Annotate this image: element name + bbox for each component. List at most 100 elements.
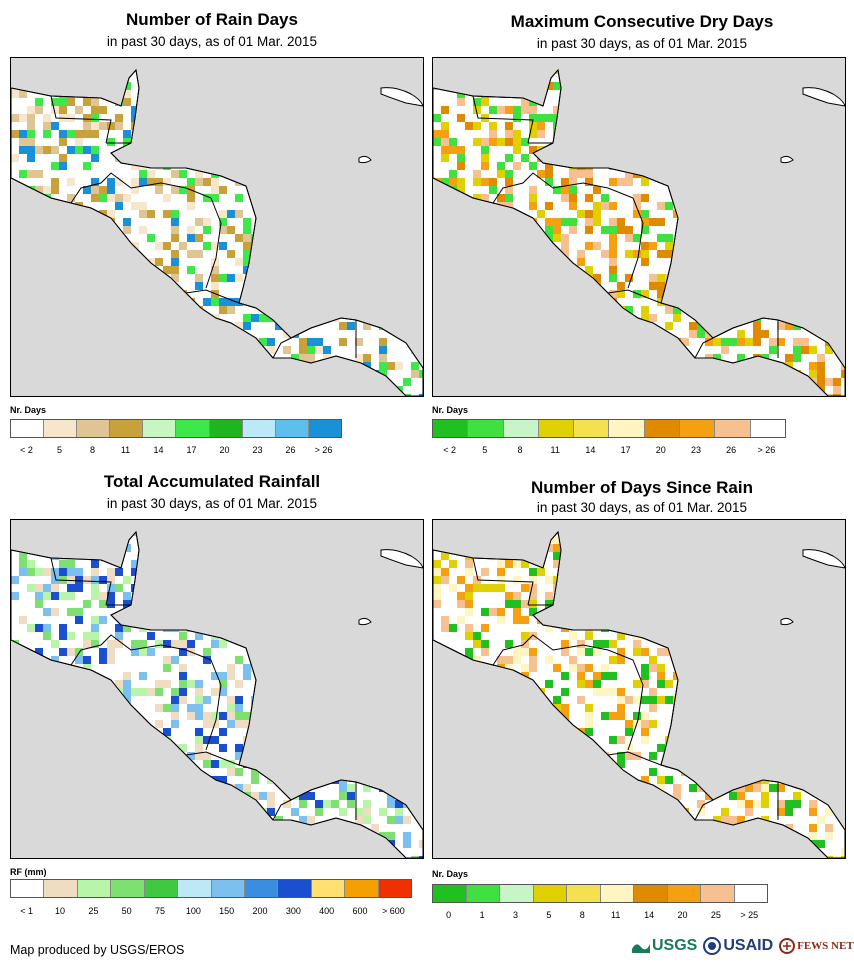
data-cell (433, 768, 441, 776)
data-cell (163, 656, 171, 664)
data-cell (331, 616, 339, 624)
data-cell (411, 624, 419, 632)
data-cell (43, 122, 51, 130)
data-cell (107, 584, 115, 592)
data-cell (761, 202, 769, 210)
country-border (70, 634, 212, 666)
data-cell (411, 266, 419, 274)
data-cell (19, 800, 27, 808)
data-cell (593, 322, 601, 330)
data-cell (753, 170, 761, 178)
data-cell (115, 298, 123, 306)
data-cell (577, 386, 585, 394)
data-cell (387, 712, 395, 720)
data-cell (27, 664, 35, 672)
data-cell (147, 544, 155, 552)
data-cell (403, 226, 411, 234)
data-cell (641, 122, 649, 130)
data-cell (729, 840, 737, 848)
map-max-dry-days[interactable] (432, 57, 846, 397)
data-cell (593, 394, 601, 396)
data-cell (131, 648, 139, 656)
data-cell (123, 98, 131, 106)
data-cell (219, 776, 227, 784)
data-cell (681, 74, 689, 82)
data-cell (633, 386, 641, 394)
data-cell (497, 138, 505, 146)
data-cell (267, 370, 275, 378)
data-cell (553, 544, 561, 552)
data-cell (697, 370, 705, 378)
data-cell (83, 114, 91, 122)
data-cell (387, 800, 395, 808)
data-cell (243, 98, 251, 106)
data-cell (163, 210, 171, 218)
data-cell (841, 784, 845, 792)
data-cell (11, 394, 19, 396)
data-cell (107, 378, 115, 386)
data-cell (387, 162, 395, 170)
data-cell (379, 154, 387, 162)
data-cell (251, 70, 259, 74)
data-cell (75, 584, 83, 592)
data-cell (363, 648, 371, 656)
data-cell (203, 584, 211, 592)
legend-label: < 2 (20, 445, 33, 455)
data-cell (11, 816, 19, 824)
data-cell (681, 560, 689, 568)
data-cell (251, 170, 259, 178)
data-cell (729, 98, 737, 106)
data-cell (331, 800, 339, 808)
data-cell (259, 624, 267, 632)
data-cell (617, 314, 625, 322)
data-cell (123, 330, 131, 338)
data-cell (107, 792, 115, 800)
data-cell (497, 760, 505, 768)
data-cell (131, 520, 139, 528)
data-cell (67, 728, 75, 736)
map-rain-days[interactable] (10, 57, 424, 397)
data-cell (243, 800, 251, 808)
data-cell (457, 346, 465, 354)
legend-swatch (378, 880, 412, 897)
data-cell (43, 194, 51, 202)
data-cell (107, 394, 115, 396)
data-cell (457, 298, 465, 306)
data-cell (99, 82, 107, 90)
data-cell (473, 792, 481, 800)
data-cell (315, 576, 323, 584)
data-cell (171, 616, 179, 624)
data-cell (737, 728, 745, 736)
data-cell (235, 624, 243, 632)
data-cell (67, 576, 75, 584)
data-cell (705, 90, 713, 98)
data-cell (243, 544, 251, 552)
data-cell (323, 616, 331, 624)
data-cell (753, 784, 761, 792)
data-cell (19, 672, 27, 680)
data-cell (817, 720, 825, 728)
data-cell (441, 138, 449, 146)
data-cell (291, 70, 299, 74)
data-cell (51, 362, 59, 370)
data-cell (123, 840, 131, 848)
data-cell (697, 608, 705, 616)
data-cell (195, 616, 203, 624)
map-days-since-rain[interactable] (432, 519, 846, 859)
data-cell (569, 138, 577, 146)
data-cell (649, 218, 657, 226)
data-cell (561, 520, 569, 528)
data-cell (411, 370, 419, 378)
data-cell (331, 720, 339, 728)
data-cell (379, 848, 387, 856)
data-cell (449, 210, 457, 218)
data-cell (403, 616, 411, 624)
data-cell (577, 696, 585, 704)
data-cell (761, 330, 769, 338)
data-cell (513, 330, 521, 338)
map-total-rainfall[interactable] (10, 519, 424, 859)
data-cell (67, 648, 75, 656)
data-cell (83, 768, 91, 776)
data-cell (379, 394, 387, 396)
data-cell (473, 98, 481, 106)
